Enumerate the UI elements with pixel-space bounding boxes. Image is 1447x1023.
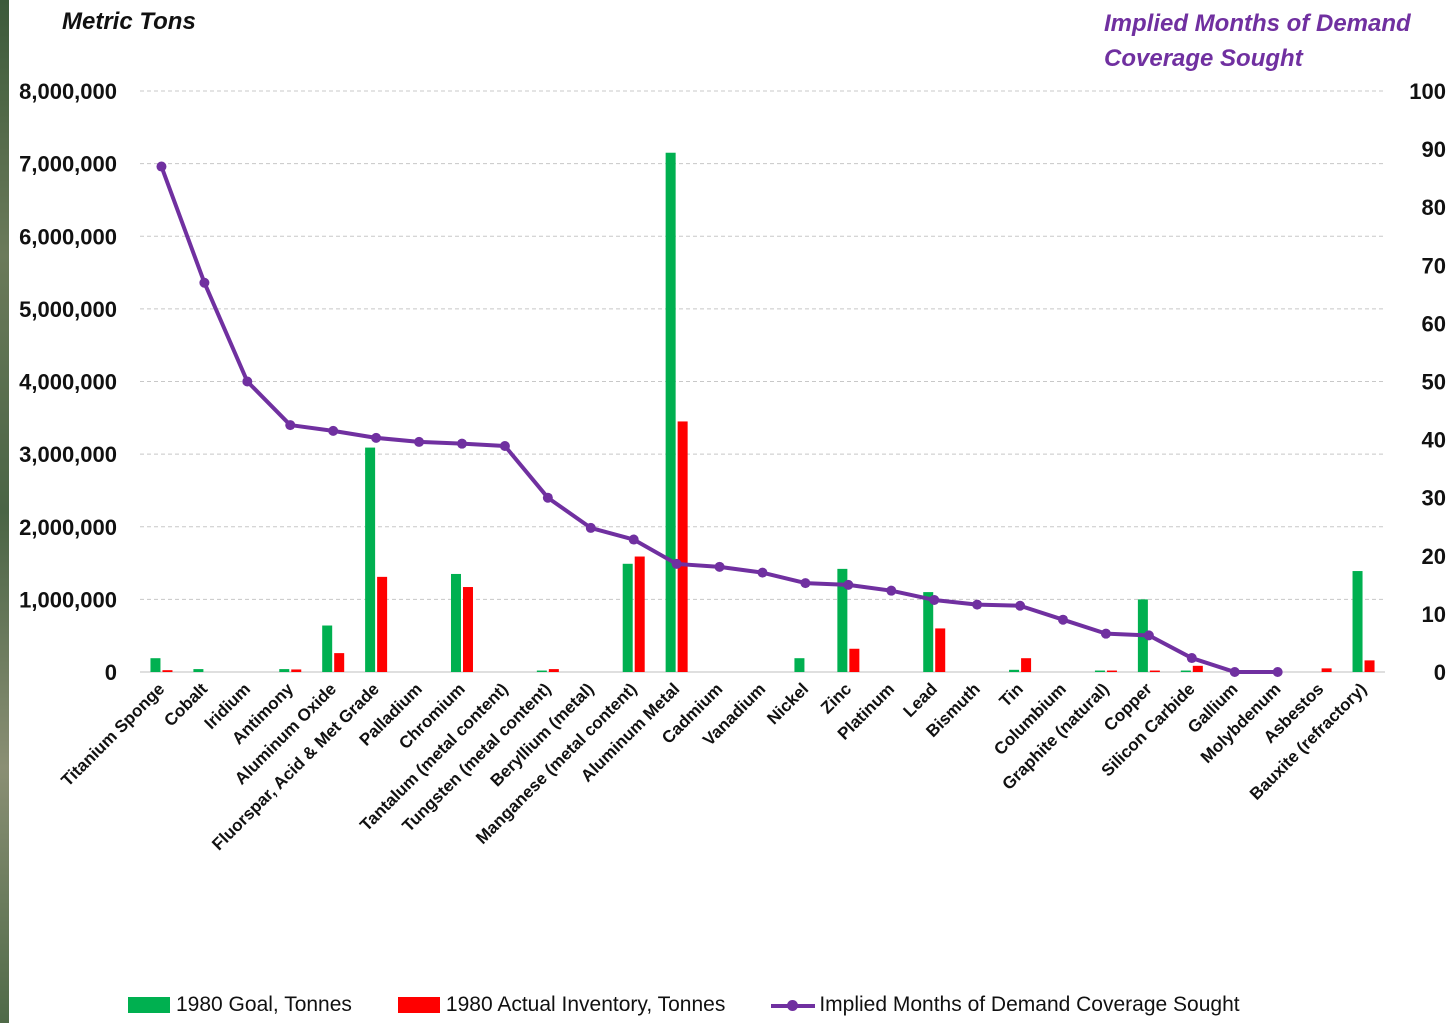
right-axis-tick-label: 100 xyxy=(1409,79,1446,104)
right-axis-tick-label: 50 xyxy=(1422,370,1446,395)
right-axis-title: Implied Months of Demand Coverage Sought xyxy=(1104,6,1444,76)
bar-goal xyxy=(365,448,375,672)
left-axis-tick-label: 1,000,000 xyxy=(19,587,117,612)
category-tick-label: Tin xyxy=(996,679,1027,710)
right-axis-tick-label: 60 xyxy=(1422,311,1446,336)
line-point-months xyxy=(500,441,510,451)
right-axis-tick-label: 20 xyxy=(1422,544,1446,569)
bar-goal xyxy=(1095,671,1105,672)
right-axis-tick-label: 90 xyxy=(1422,137,1446,162)
chart-legend: 1980 Goal, Tonnes 1980 Actual Inventory,… xyxy=(128,990,1286,1020)
legend-item-months: Implied Months of Demand Coverage Sought xyxy=(771,993,1239,1017)
legend-swatch-goal xyxy=(128,997,170,1013)
right-axis-tick-label: 40 xyxy=(1422,428,1446,453)
bar-goal xyxy=(1009,670,1019,672)
line-point-months xyxy=(414,437,424,447)
legend-item-goal: 1980 Goal, Tonnes xyxy=(128,993,352,1017)
line-point-months xyxy=(457,439,467,449)
line-point-months xyxy=(199,278,209,288)
bar-goal xyxy=(623,564,633,672)
line-point-months xyxy=(586,523,596,533)
line-point-months xyxy=(1230,667,1240,677)
line-point-months xyxy=(328,426,338,436)
legend-label-months: Implied Months of Demand Coverage Sought xyxy=(819,993,1239,1017)
bar-actual xyxy=(549,669,559,672)
line-point-months xyxy=(758,568,768,578)
category-tick-label: Titanium Sponge xyxy=(58,679,169,790)
legend-label-goal: 1980 Goal, Tonnes xyxy=(176,993,352,1017)
bar-goal xyxy=(666,153,676,672)
right-axis-tick-label: 0 xyxy=(1434,660,1446,685)
bar-actual xyxy=(291,669,301,672)
line-point-months xyxy=(672,559,682,569)
line-point-months xyxy=(543,493,553,503)
bar-goal xyxy=(537,671,547,672)
line-point-months xyxy=(715,562,725,572)
bar-actual xyxy=(1365,660,1375,672)
bar-actual xyxy=(635,557,645,672)
line-point-months xyxy=(972,600,982,610)
bar-actual xyxy=(678,421,688,672)
bar-goal xyxy=(193,669,203,672)
bar-actual xyxy=(1193,666,1203,672)
bar-actual xyxy=(162,670,172,672)
line-months-coverage xyxy=(161,167,1277,672)
bar-actual xyxy=(377,577,387,672)
right-axis-tick-label: 80 xyxy=(1422,195,1446,220)
line-point-months xyxy=(371,433,381,443)
line-point-months xyxy=(629,535,639,545)
right-axis-tick-label: 70 xyxy=(1422,253,1446,278)
line-point-months xyxy=(1273,667,1283,677)
left-axis-title: Metric Tons xyxy=(62,8,196,36)
bar-actual xyxy=(1150,671,1160,672)
line-point-months xyxy=(1144,630,1154,640)
bar-goal xyxy=(794,658,804,672)
left-axis-tick-label: 8,000,000 xyxy=(19,79,117,104)
legend-label-actual: 1980 Actual Inventory, Tonnes xyxy=(446,993,725,1017)
left-axis-tick-label: 0 xyxy=(105,660,117,685)
line-point-months xyxy=(156,162,166,172)
line-point-months xyxy=(929,595,939,605)
bar-actual xyxy=(463,587,473,672)
line-point-months xyxy=(285,420,295,430)
line-point-months xyxy=(886,586,896,596)
left-axis-tick-label: 7,000,000 xyxy=(19,152,117,177)
left-axis-tick-label: 2,000,000 xyxy=(19,515,117,540)
bar-goal xyxy=(279,669,289,672)
line-point-months xyxy=(242,377,252,387)
bar-actual xyxy=(849,649,859,672)
legend-swatch-months xyxy=(771,997,815,1013)
right-axis-tick-label: 10 xyxy=(1422,602,1446,627)
line-point-months xyxy=(1015,601,1025,611)
left-axis-tick-label: 5,000,000 xyxy=(19,297,117,322)
left-axis-tick-label: 3,000,000 xyxy=(19,442,117,467)
bar-goal xyxy=(451,574,461,672)
line-point-months xyxy=(1101,629,1111,639)
bar-actual xyxy=(1021,658,1031,672)
bar-goal xyxy=(150,658,160,672)
bar-actual xyxy=(1322,668,1332,672)
right-axis-tick-label: 30 xyxy=(1422,486,1446,511)
bar-goal xyxy=(1181,671,1191,672)
left-axis-tick-label: 4,000,000 xyxy=(19,370,117,395)
bar-goal xyxy=(322,626,332,672)
category-tick-label: Zinc xyxy=(817,679,855,717)
line-point-months xyxy=(1187,653,1197,663)
line-point-months xyxy=(1058,615,1068,625)
legend-item-actual: 1980 Actual Inventory, Tonnes xyxy=(398,993,725,1017)
bar-actual xyxy=(935,628,945,672)
legend-swatch-actual xyxy=(398,997,440,1013)
bar-goal xyxy=(1353,571,1363,672)
line-point-months xyxy=(843,580,853,590)
bar-actual xyxy=(334,653,344,672)
line-point-months xyxy=(800,578,810,588)
left-axis-tick-label: 6,000,000 xyxy=(19,224,117,249)
category-tick-label: Nickel xyxy=(763,679,812,728)
bar-actual xyxy=(1107,671,1117,672)
